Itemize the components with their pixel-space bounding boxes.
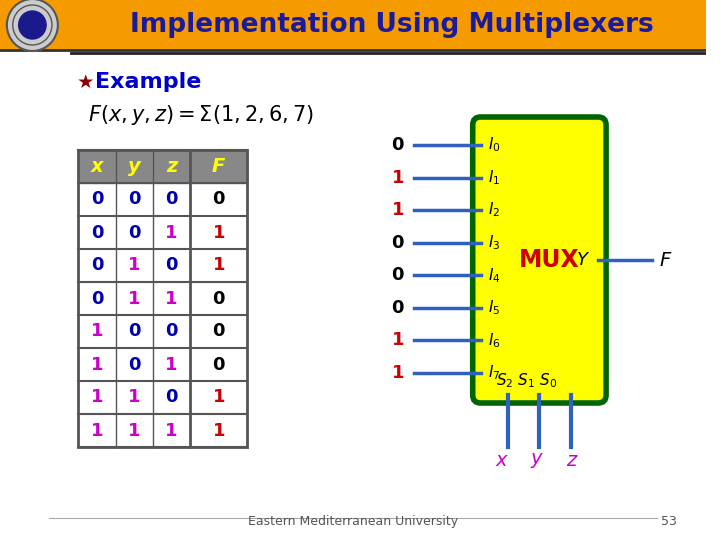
- Text: 0: 0: [392, 234, 404, 252]
- Text: $F(x, y, z) = \Sigma(1, 2, 6, 7)$: $F(x, y, z) = \Sigma(1, 2, 6, 7)$: [89, 103, 314, 127]
- Text: $x$: $x$: [495, 450, 509, 469]
- Text: 0: 0: [91, 256, 104, 274]
- Text: $I_0$: $I_0$: [488, 136, 501, 154]
- Text: $I_1$: $I_1$: [488, 168, 500, 187]
- Text: 1: 1: [392, 201, 404, 219]
- Text: 1: 1: [166, 422, 178, 440]
- Text: $I_3$: $I_3$: [488, 233, 501, 252]
- Text: 0: 0: [91, 224, 104, 241]
- Text: 1: 1: [166, 224, 178, 241]
- Text: Implementation Using Multiplexers: Implementation Using Multiplexers: [130, 12, 654, 38]
- Text: 0: 0: [128, 224, 140, 241]
- Text: 0: 0: [128, 355, 140, 374]
- Text: 1: 1: [212, 388, 225, 407]
- Text: x: x: [91, 157, 104, 176]
- Text: 1: 1: [212, 422, 225, 440]
- Text: 1: 1: [128, 422, 140, 440]
- Text: $I_7$: $I_7$: [488, 363, 501, 382]
- Text: z: z: [166, 157, 177, 176]
- Text: 1: 1: [166, 355, 178, 374]
- Text: 0: 0: [392, 299, 404, 317]
- Circle shape: [19, 11, 46, 39]
- Text: 0: 0: [166, 256, 178, 274]
- Text: 0: 0: [212, 289, 225, 307]
- Circle shape: [7, 0, 58, 51]
- Text: 1: 1: [166, 289, 178, 307]
- Text: 1: 1: [212, 224, 225, 241]
- Text: 1: 1: [392, 168, 404, 187]
- Text: $S_2\ S_1\ S_0$: $S_2\ S_1\ S_0$: [496, 372, 558, 390]
- Text: F: F: [212, 157, 225, 176]
- Text: 0: 0: [166, 322, 178, 341]
- Text: $F$: $F$: [659, 251, 672, 269]
- Text: 53: 53: [661, 515, 677, 528]
- Text: 1: 1: [91, 422, 104, 440]
- Text: 1: 1: [91, 388, 104, 407]
- Text: ★: ★: [76, 72, 94, 91]
- Text: 1: 1: [91, 355, 104, 374]
- Text: Example: Example: [95, 72, 202, 92]
- Bar: [0, 0, 706, 50]
- Text: 0: 0: [166, 388, 178, 407]
- Text: $I_5$: $I_5$: [488, 299, 500, 317]
- Text: y: y: [128, 157, 140, 176]
- Text: 0: 0: [128, 191, 140, 208]
- Text: $y$: $y$: [531, 450, 544, 469]
- Text: 0: 0: [392, 266, 404, 284]
- Text: 1: 1: [128, 388, 140, 407]
- Text: 0: 0: [392, 136, 404, 154]
- Text: 0: 0: [91, 289, 104, 307]
- Text: 1: 1: [392, 332, 404, 349]
- Text: 0: 0: [166, 191, 178, 208]
- Bar: [78, 150, 247, 183]
- Text: Eastern Mediterranean University: Eastern Mediterranean University: [248, 515, 458, 528]
- Text: 1: 1: [212, 256, 225, 274]
- Text: 0: 0: [212, 191, 225, 208]
- Text: 1: 1: [128, 289, 140, 307]
- FancyBboxPatch shape: [473, 117, 606, 403]
- Bar: [78, 150, 247, 447]
- Text: 1: 1: [128, 256, 140, 274]
- Text: $z$: $z$: [567, 450, 579, 469]
- Text: $I_6$: $I_6$: [488, 331, 501, 350]
- Text: $I_4$: $I_4$: [488, 266, 501, 285]
- Text: $Y$: $Y$: [576, 251, 590, 269]
- Text: 1: 1: [392, 364, 404, 382]
- Text: 0: 0: [212, 355, 225, 374]
- Text: $I_2$: $I_2$: [488, 201, 500, 219]
- Text: 1: 1: [91, 322, 104, 341]
- Text: MUX: MUX: [519, 248, 580, 272]
- Text: 0: 0: [212, 322, 225, 341]
- Text: 0: 0: [91, 191, 104, 208]
- Text: 0: 0: [128, 322, 140, 341]
